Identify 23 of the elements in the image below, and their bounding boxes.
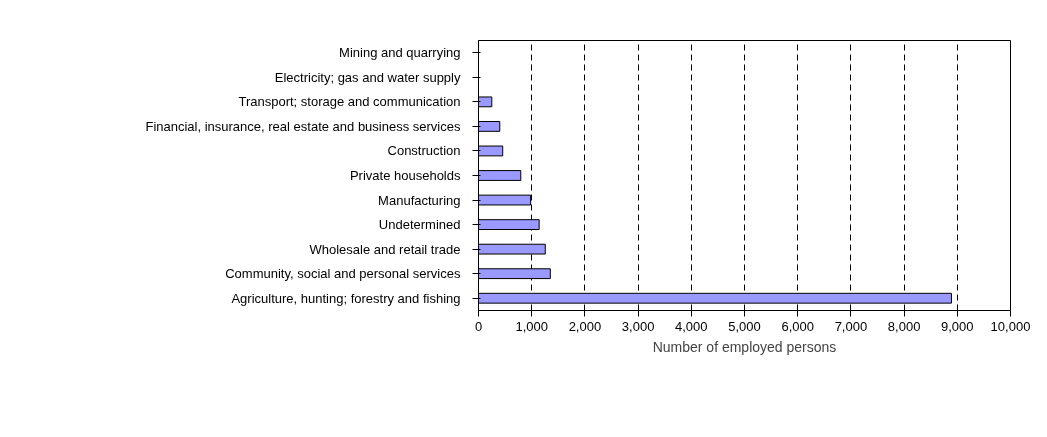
y-tick-label: Agriculture, hunting; forestry and fishing xyxy=(231,290,461,306)
y-tick-label: Private households xyxy=(349,168,461,183)
y-tick-label: Financial, insurance, real estate and business services xyxy=(145,118,461,134)
x-tick-label: 2,000 xyxy=(568,318,602,334)
x-tick-label: 4,000 xyxy=(675,318,708,334)
y-tick-label: Electricity; gas and water supply xyxy=(274,69,461,85)
x-axis-title: Number of employed persons xyxy=(652,338,837,355)
x-tick-label: 0 xyxy=(474,318,483,334)
y-tick-label: Mining and quarrying xyxy=(339,45,461,61)
y-tick-label: Community, social and personal services xyxy=(225,266,461,282)
x-tick-label: 5,000 xyxy=(728,318,761,334)
x-tick-label: 9,000 xyxy=(941,318,974,334)
x-tick-label: 1,000 xyxy=(515,318,548,334)
x-tick-label: 6,000 xyxy=(781,318,814,334)
y-tick-label: Undetermined xyxy=(378,217,461,233)
x-tick-label: 8,000 xyxy=(887,318,921,334)
x-tick-label: 10,000 xyxy=(990,318,1031,334)
x-tick-label: 7,000 xyxy=(834,318,868,334)
y-tick-label: Manufacturing xyxy=(378,192,461,208)
y-tick-label: Transport; storage and communication xyxy=(238,94,461,110)
y-tick-label: Wholesale and retail trade xyxy=(309,241,461,257)
x-tick-label: 3,000 xyxy=(621,318,655,334)
y-tick-label: Construction xyxy=(387,143,461,159)
